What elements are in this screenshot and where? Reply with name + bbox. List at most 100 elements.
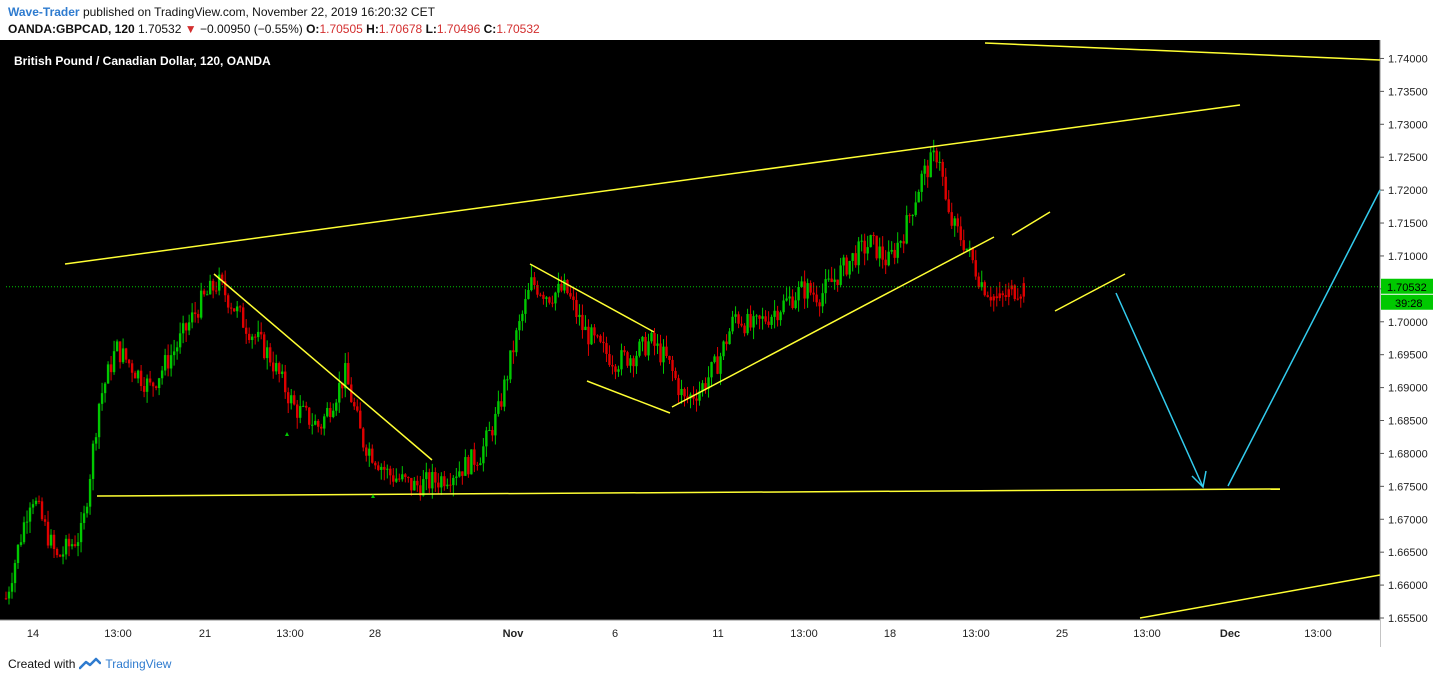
- candle-body: [371, 448, 374, 463]
- candle-body: [16, 544, 20, 564]
- candle-body: [419, 485, 422, 496]
- candle-body: [491, 430, 494, 436]
- candle-body: [398, 478, 401, 480]
- trendline: [586, 380, 671, 414]
- candle-body: [473, 449, 476, 465]
- candle-body: [269, 347, 272, 363]
- candle-body: [401, 474, 404, 480]
- candle-body: [737, 314, 740, 324]
- candle-body: [497, 401, 500, 414]
- candle-body: [275, 363, 278, 372]
- candle-body: [851, 253, 854, 261]
- candle-body: [1004, 295, 1007, 297]
- candle-body: [488, 430, 491, 432]
- candle-body: [647, 341, 650, 356]
- candle-body: [299, 406, 302, 418]
- candle-body: [599, 335, 602, 342]
- candle-body: [70, 544, 74, 547]
- countdown-label: 39:28: [1395, 298, 1423, 310]
- created-with-text: Created with: [8, 657, 76, 671]
- trendline: [96, 488, 1281, 497]
- candle-body: [977, 276, 980, 288]
- candle-body: [515, 330, 518, 353]
- candle-body: [214, 290, 218, 292]
- candle-body: [581, 314, 584, 331]
- candle-body: [680, 388, 683, 396]
- price-chart[interactable]: British Pound / Canadian Dollar, 120, OA…: [0, 40, 1444, 647]
- candle-body: [374, 462, 377, 466]
- author-link[interactable]: Wave-Trader: [8, 5, 80, 19]
- candle-body: [554, 292, 557, 304]
- publish-info: Wave-Trader published on TradingView.com…: [8, 5, 435, 19]
- candle-body: [518, 321, 521, 331]
- candle-body: [971, 247, 974, 261]
- chart-title: British Pound / Canadian Dollar, 120, OA…: [14, 54, 271, 68]
- candle-body: [145, 378, 149, 392]
- tradingview-brand[interactable]: TradingView: [105, 657, 172, 671]
- candle-body: [869, 235, 872, 248]
- candle-body: [902, 241, 905, 244]
- candle-body: [326, 408, 329, 417]
- candle-body: [416, 480, 419, 486]
- candle-body: [139, 370, 143, 387]
- candle-body: [953, 218, 956, 226]
- candle-body: [154, 386, 158, 389]
- candle-body: [7, 591, 11, 599]
- candle-body: [629, 358, 632, 366]
- candle-body: [407, 477, 410, 479]
- candle-body: [296, 404, 299, 418]
- candle-body: [494, 413, 497, 436]
- candle-body: [61, 554, 65, 557]
- projection-arrow-up: [1227, 189, 1381, 487]
- candle-body: [749, 314, 752, 328]
- candle-body: [665, 346, 668, 356]
- candle-body: [317, 420, 320, 427]
- candle-body: [347, 363, 350, 385]
- candle-body: [788, 296, 791, 299]
- candle-body: [767, 321, 770, 325]
- candle-body: [85, 506, 89, 514]
- candle-body: [172, 351, 176, 356]
- candle-body: [656, 343, 659, 346]
- candle-body: [677, 378, 680, 396]
- candle-body: [875, 235, 878, 259]
- y-tick-label: 1.71500: [1388, 218, 1428, 230]
- candle-body: [596, 335, 599, 337]
- candle-body: [644, 336, 647, 356]
- trendline: [529, 263, 655, 333]
- candle-body: [905, 215, 908, 244]
- candle-body: [133, 372, 137, 379]
- candle-body: [761, 316, 764, 319]
- candle-body: [73, 544, 77, 547]
- candle-body: [620, 350, 623, 370]
- candle-body: [617, 369, 620, 372]
- candle-body: [175, 347, 179, 352]
- candle-body: [812, 292, 815, 295]
- candle-body: [64, 538, 68, 555]
- candle-body: [479, 463, 482, 466]
- candle-body: [719, 356, 722, 374]
- candle-body: [205, 294, 209, 296]
- candle-body: [157, 378, 161, 389]
- candle-body: [563, 279, 566, 291]
- chart-area[interactable]: British Pound / Canadian Dollar, 120, OA…: [0, 40, 1444, 647]
- candle-body: [710, 362, 713, 378]
- candle-body: [830, 278, 833, 282]
- candle-body: [770, 316, 773, 325]
- candle-body: [217, 274, 221, 291]
- candle-body: [235, 306, 239, 312]
- candle-body: [773, 310, 776, 317]
- candle-body: [28, 507, 32, 522]
- candle-body: [755, 315, 758, 317]
- candle-body: [290, 395, 293, 404]
- candle-body: [734, 314, 737, 317]
- candle-body: [602, 341, 605, 344]
- candle-body: [728, 331, 731, 345]
- candle-body: [476, 464, 479, 466]
- candle-body: [13, 563, 17, 584]
- candle-body: [887, 251, 890, 266]
- candle-body: [608, 354, 611, 365]
- candle-body: [199, 290, 203, 318]
- trendline: [1011, 211, 1051, 236]
- candle-body: [917, 191, 920, 203]
